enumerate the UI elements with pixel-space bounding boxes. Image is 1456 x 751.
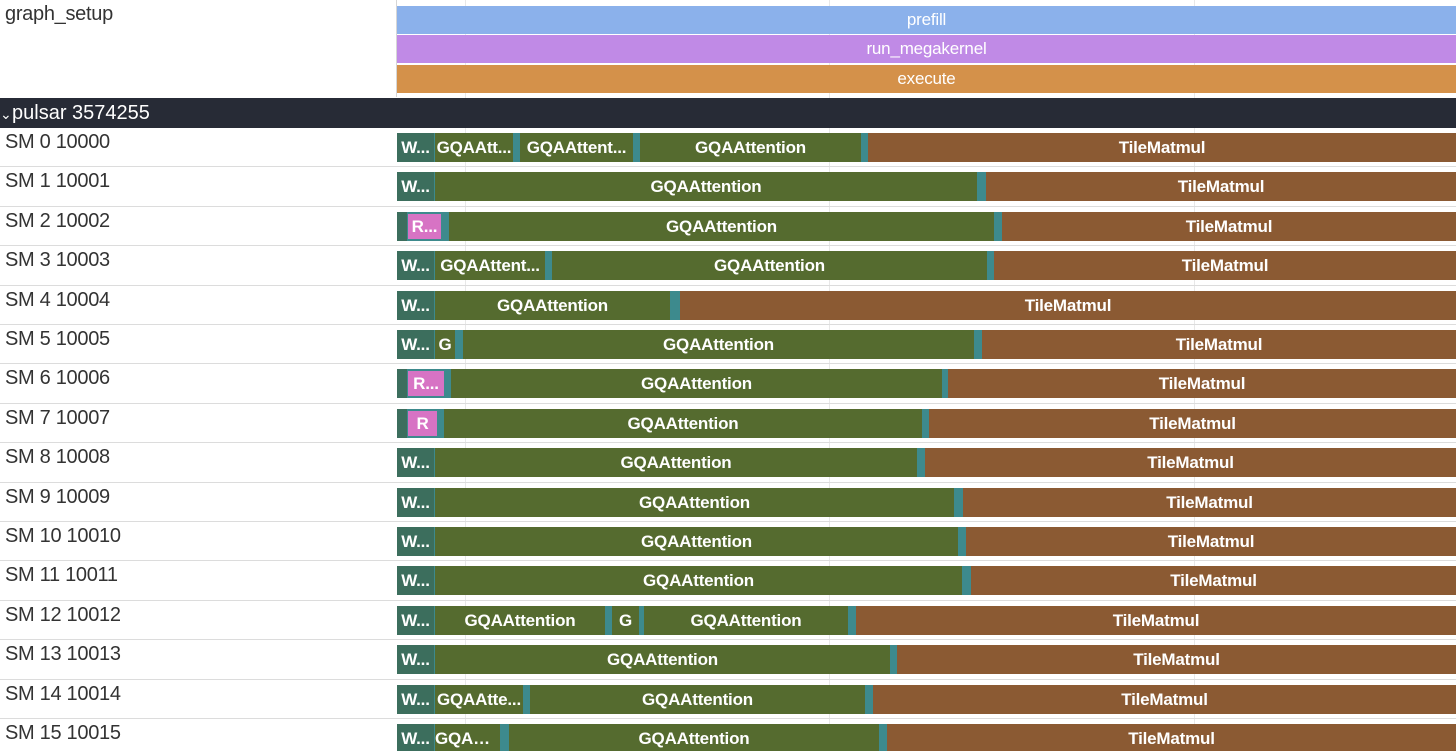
track-label[interactable]: SM 8 10008: [5, 446, 110, 469]
track-label[interactable]: SM 9 10009: [5, 485, 110, 508]
row-separator: [0, 324, 1456, 325]
slice-gqa-attention[interactable]: GQAAttention: [449, 211, 994, 241]
slice-w[interactable]: W...: [397, 330, 434, 359]
slice-gqa-attention[interactable]: GQAAtte...: [435, 684, 523, 714]
slice-gqa-attention[interactable]: GQAAttention: [644, 605, 848, 635]
slice-w[interactable]: W...: [397, 724, 434, 751]
slice-tile-matmul[interactable]: TileMatmul: [856, 605, 1456, 635]
slice-tile-matmul[interactable]: TileMatmul: [897, 645, 1456, 675]
track-label[interactable]: SM 3 10003: [5, 249, 110, 272]
row-separator: [0, 363, 1456, 365]
track-label[interactable]: SM 1 10001: [5, 170, 110, 193]
slice-gqa-attention[interactable]: GQAAttention: [451, 369, 942, 399]
slice-tile-matmul[interactable]: TileMatmul: [925, 448, 1456, 478]
slice-gqa-attention[interactable]: GQAAttention: [435, 527, 958, 556]
process-label: pulsar 3574255: [12, 102, 150, 124]
row-separator: [0, 481, 1456, 483]
slice-gqa-attention[interactable]: GQAAttention: [435, 448, 917, 478]
slice-tile-matmul[interactable]: TileMatmul: [948, 369, 1456, 399]
slice-tile-matmul[interactable]: TileMatmul: [873, 684, 1456, 714]
slice-w[interactable]: [397, 408, 407, 438]
row-separator: [0, 718, 1456, 719]
row-separator: [0, 678, 1456, 680]
slice-gqa-attention[interactable]: GQAAttention: [463, 330, 974, 359]
row-separator: [0, 599, 1456, 601]
process-header[interactable]: ⌄pulsar 3574255: [0, 98, 1456, 128]
slice-tile-matmul[interactable]: TileMatmul: [982, 330, 1456, 359]
slice-w[interactable]: W...: [397, 684, 434, 714]
track-label[interactable]: SM 0 10000: [5, 131, 110, 153]
slice-w[interactable]: W...: [397, 133, 434, 162]
slice-tile-matmul[interactable]: TileMatmul: [887, 724, 1456, 751]
slice-run-megakernel[interactable]: run_megakernel: [397, 35, 1456, 63]
slice-gqa-attention[interactable]: GQAAttention: [435, 645, 890, 675]
slice-gqa-attention[interactable]: GQAAttent...: [520, 133, 633, 162]
label-column-border: [396, 0, 397, 97]
slice-w[interactable]: W...: [397, 487, 434, 517]
graph-setup-label[interactable]: graph_setup: [5, 3, 113, 25]
slice-gqa-attention[interactable]: G: [435, 330, 455, 359]
track-label[interactable]: SM 13 10013: [5, 643, 121, 666]
track-label[interactable]: SM 2 10002: [5, 209, 110, 232]
slice-w[interactable]: W...: [397, 251, 434, 281]
row-separator: [0, 245, 1456, 247]
slice-tile-matmul[interactable]: TileMatmul: [971, 566, 1456, 596]
slice-tile-matmul[interactable]: TileMatmul: [1002, 211, 1456, 241]
slice-tile-matmul[interactable]: TileMatmul: [680, 290, 1456, 320]
slice-w[interactable]: W...: [397, 605, 434, 635]
track-label[interactable]: SM 6 10006: [5, 367, 110, 390]
slice-gqa-attention[interactable]: GQAAttention: [530, 684, 865, 714]
slice-tile-matmul[interactable]: TileMatmul: [929, 408, 1456, 438]
slice-w[interactable]: W...: [397, 172, 434, 202]
slice-gqa-attention[interactable]: GQAAttention: [435, 566, 962, 596]
slice-tile-matmul[interactable]: TileMatmul: [966, 527, 1456, 556]
collapse-chevron-icon[interactable]: ⌄: [0, 106, 12, 122]
slice-gqa-attention[interactable]: GQAAttention: [435, 290, 670, 320]
slice-tile-matmul[interactable]: TileMatmul: [868, 133, 1456, 162]
slice-gqa-attention[interactable]: GQAAttention: [509, 724, 879, 751]
slice-prefill[interactable]: prefill: [397, 6, 1456, 34]
row-separator: [0, 442, 1456, 444]
track-label[interactable]: SM 4 10004: [5, 288, 110, 311]
slice-tile-matmul[interactable]: TileMatmul: [986, 172, 1456, 202]
slice-w[interactable]: W...: [397, 645, 434, 675]
track-label[interactable]: SM 11 10011: [5, 564, 118, 587]
slice-tile-matmul[interactable]: TileMatmul: [994, 251, 1456, 281]
slice-gqa-attention[interactable]: GQAAttent...: [435, 251, 545, 281]
slice-w[interactable]: W...: [397, 448, 434, 478]
row-separator: [0, 402, 1456, 404]
slice-r[interactable]: R...: [408, 213, 441, 239]
row-separator: [0, 521, 1456, 522]
slice-gqa-attention[interactable]: G: [612, 605, 639, 635]
track-label[interactable]: SM 14 10014: [5, 682, 121, 705]
row-separator: [0, 560, 1456, 562]
slice-w[interactable]: W...: [397, 290, 434, 320]
row-separator: [0, 639, 1456, 641]
slice-r[interactable]: R...: [408, 371, 444, 397]
slice-tile-matmul[interactable]: TileMatmul: [963, 487, 1456, 517]
track-label[interactable]: SM 12 10012: [5, 603, 121, 626]
row-separator: [0, 205, 1456, 207]
slice-gqa-attention[interactable]: GQAAttention: [552, 251, 987, 281]
slice-gqa-attention[interactable]: GQAAt...: [435, 724, 500, 751]
slice-w[interactable]: W...: [397, 527, 434, 556]
slice-r[interactable]: R: [408, 410, 437, 436]
slice-w[interactable]: [397, 211, 407, 241]
track-label[interactable]: SM 5 10005: [5, 328, 110, 350]
track-label[interactable]: SM 7 10007: [5, 406, 110, 429]
track-label[interactable]: SM 10 10010: [5, 525, 121, 547]
track-label[interactable]: SM 15 10015: [5, 722, 121, 744]
row-separator: [0, 166, 1456, 168]
row-separator: [0, 284, 1456, 286]
slice-gqa-attention[interactable]: GQAAttention: [444, 408, 922, 438]
slice-gqa-attention[interactable]: GQAAtt...: [435, 133, 513, 162]
slice-w[interactable]: [397, 369, 407, 399]
slice-execute[interactable]: execute: [397, 65, 1456, 93]
slice-gqa-attention[interactable]: GQAAttention: [435, 172, 977, 202]
slice-gqa-attention[interactable]: GQAAttention: [435, 487, 954, 517]
slice-gqa-attention[interactable]: GQAAttention: [435, 605, 605, 635]
slice-gqa-attention[interactable]: GQAAttention: [640, 133, 861, 162]
slice-w[interactable]: W...: [397, 566, 434, 596]
